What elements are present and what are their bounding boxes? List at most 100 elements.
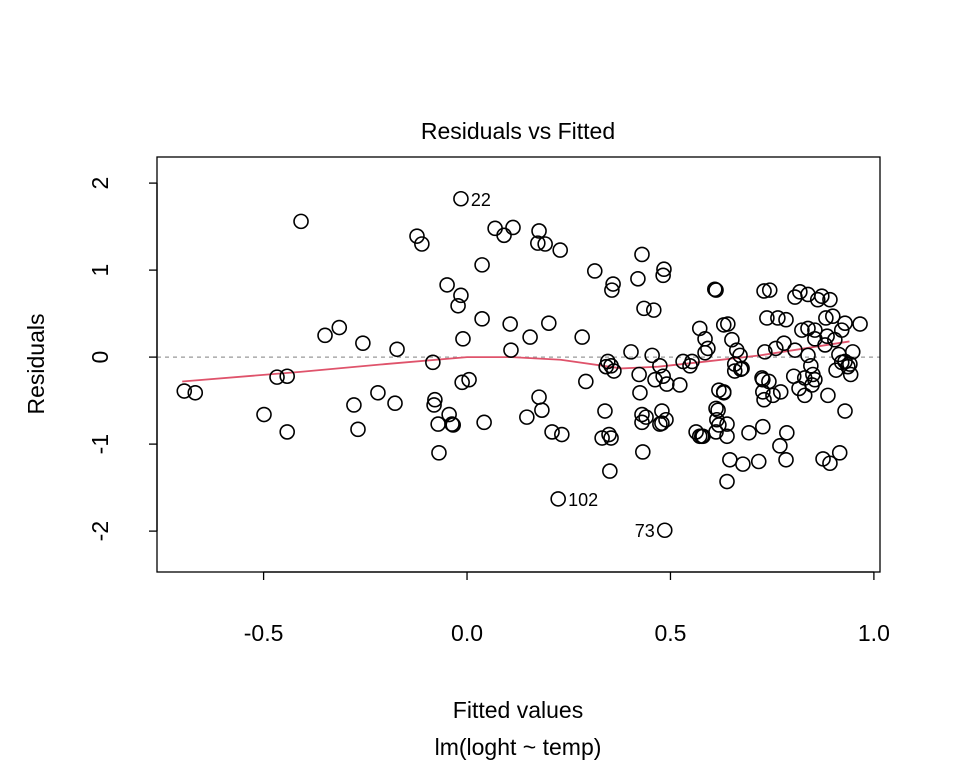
data-point [719, 416, 735, 432]
data-point [735, 456, 751, 472]
data-point [355, 335, 371, 351]
data-point [269, 369, 285, 385]
data-point [317, 327, 333, 344]
data-point [820, 387, 836, 404]
data-point [293, 213, 309, 230]
data-point [426, 397, 442, 413]
data-point [586, 263, 603, 279]
data-point [604, 282, 620, 298]
data-point [778, 311, 794, 328]
data-point [792, 284, 808, 300]
y-tick-label: -1 [87, 434, 113, 454]
data-point [772, 438, 788, 454]
data-point [842, 366, 859, 383]
data-point [645, 302, 662, 318]
data-point [761, 373, 777, 390]
data-point [658, 411, 674, 428]
data-point [552, 242, 569, 258]
data-point [530, 235, 546, 251]
data-point [450, 297, 466, 314]
data-point [453, 190, 469, 207]
data-point [601, 426, 617, 443]
data-point [842, 356, 858, 372]
data-point [778, 451, 794, 468]
data-point [684, 353, 700, 370]
data-point [598, 358, 614, 375]
data-point [756, 283, 772, 299]
data-point [761, 282, 778, 298]
data-point [439, 277, 455, 293]
data-point [837, 403, 853, 419]
data-point [708, 282, 724, 298]
data-point [505, 219, 521, 236]
data-point [719, 473, 735, 490]
data-point [720, 316, 736, 332]
y-tick-label: -2 [87, 521, 113, 541]
data-point [750, 453, 767, 470]
data-point [800, 347, 816, 364]
data-point [476, 414, 492, 431]
data-point [840, 358, 856, 375]
data-point [765, 387, 781, 404]
data-point [659, 376, 675, 392]
data-point [672, 377, 688, 393]
data-point [733, 361, 749, 378]
data-point [431, 445, 447, 461]
data-point [852, 316, 868, 332]
data-point [634, 406, 650, 423]
data-point [825, 308, 841, 325]
data-point [454, 374, 470, 391]
data-point [822, 455, 838, 472]
data-point [827, 331, 843, 348]
data-point [697, 344, 713, 361]
data-point [652, 358, 668, 374]
outlier-label: 22 [471, 190, 491, 210]
data-point [474, 311, 490, 327]
data-point [776, 335, 792, 351]
data-point [759, 310, 775, 326]
data-point [632, 384, 648, 401]
data-point [831, 445, 848, 461]
data-point [414, 236, 430, 252]
data-point [711, 417, 727, 433]
data-point [719, 428, 735, 445]
data-point [656, 261, 672, 278]
data-point [708, 400, 724, 417]
data-point [461, 371, 477, 388]
data-point [574, 329, 590, 345]
data-point [779, 424, 795, 441]
plot-frame [156, 156, 881, 573]
data-point [331, 319, 348, 336]
data-point [837, 315, 853, 331]
data-point [554, 426, 570, 443]
data-point [187, 384, 204, 401]
data-point [818, 310, 834, 326]
data-point [741, 424, 757, 441]
data-point [502, 316, 518, 332]
x-tick-label: 0.5 [654, 620, 686, 646]
data-point [389, 341, 405, 358]
data-point [655, 368, 671, 385]
y-axis-label: Residuals [23, 314, 49, 415]
data-point [634, 444, 651, 460]
data-point [445, 417, 461, 433]
data-point [819, 328, 835, 345]
data-point [597, 403, 613, 419]
y-tick-label: 1 [87, 264, 113, 277]
x-tick-label: -0.5 [244, 620, 284, 646]
data-point [803, 358, 819, 374]
data-point [770, 310, 786, 326]
x-axis-label: Fitted values [453, 697, 583, 723]
data-point [256, 406, 272, 423]
data-point [693, 428, 710, 445]
point-labels: 22 102 73 [471, 190, 655, 541]
data-point [828, 362, 844, 378]
data-point [634, 246, 650, 263]
data-point [756, 391, 772, 408]
data-point [370, 384, 386, 401]
data-point [757, 344, 773, 360]
data-point [794, 322, 810, 338]
data-point [534, 402, 550, 418]
